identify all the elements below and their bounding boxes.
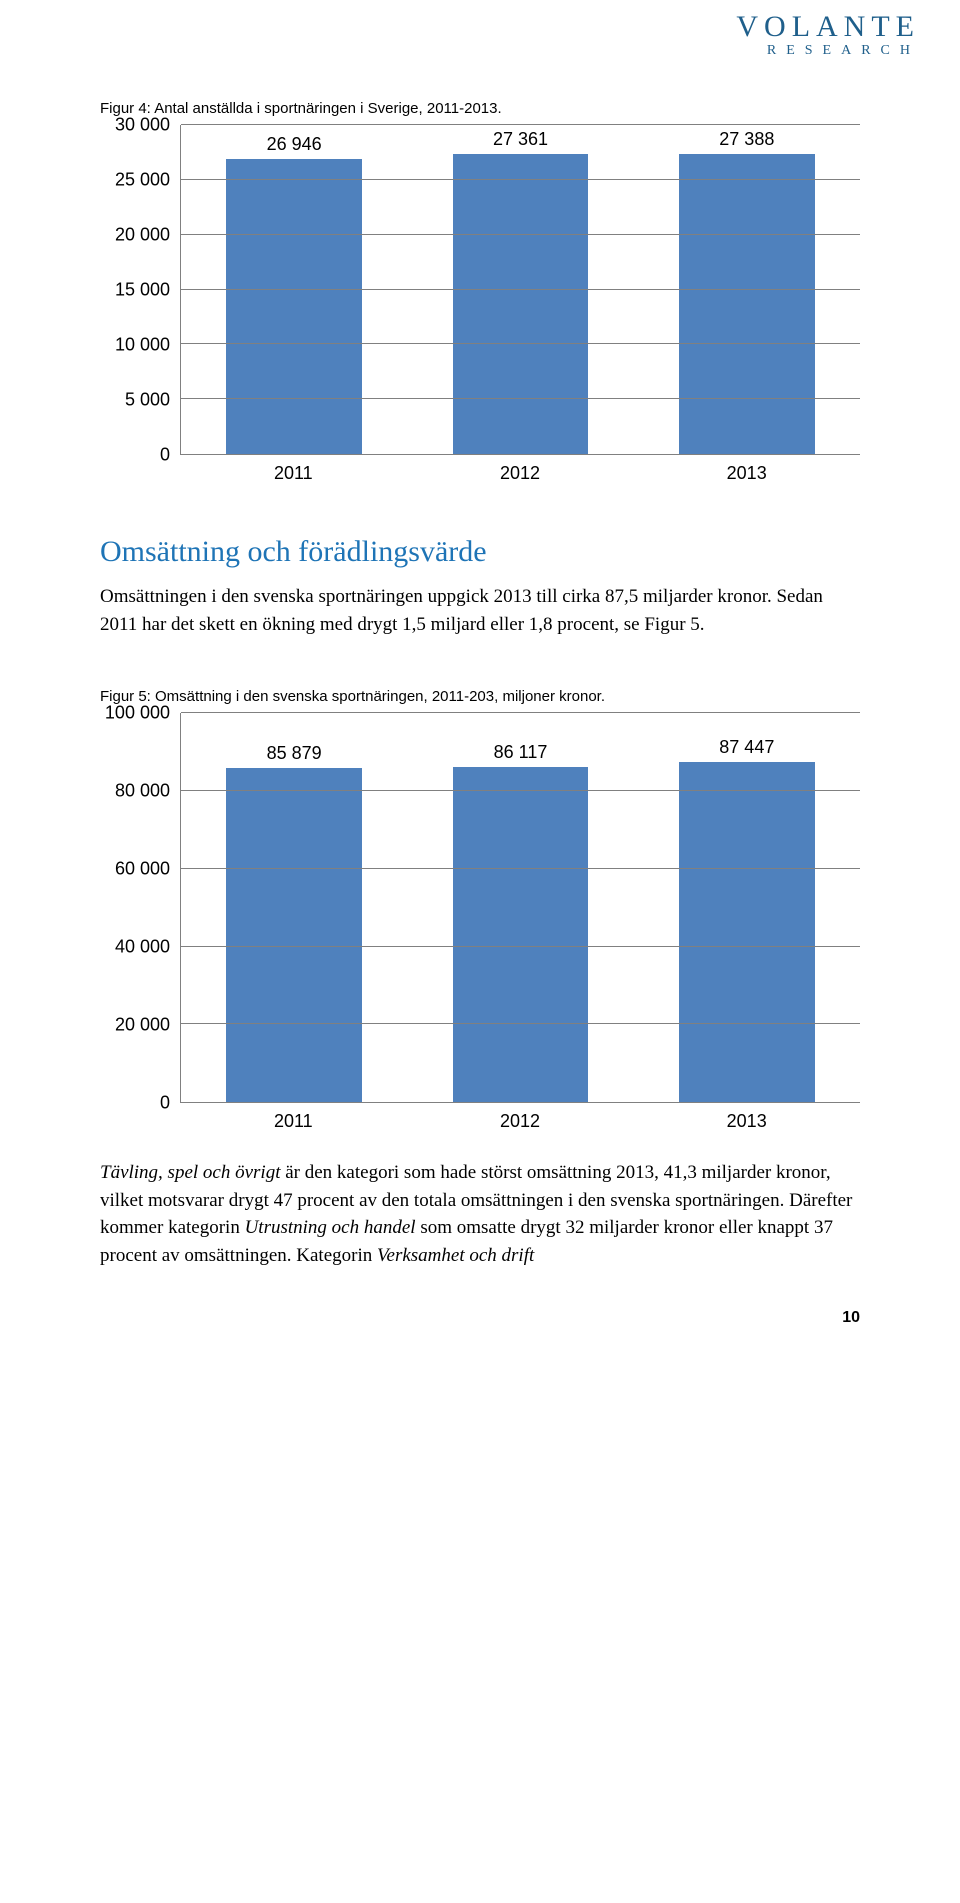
gridline (181, 868, 860, 869)
bar (226, 768, 362, 1102)
figure5-caption: Figur 5: Omsättning i den svenska sportn… (100, 688, 860, 705)
paragraph-2: Tävling, spel och övrigt är den kategori… (100, 1159, 860, 1269)
bar (679, 762, 815, 1102)
bar-value-label: 85 879 (181, 743, 407, 764)
bar-value-label: 27 361 (407, 129, 633, 150)
section-heading: Omsättning och förädlingsvärde (100, 535, 860, 569)
p2-italic-3: Verksamhet och drift (377, 1245, 534, 1266)
y-tick-label: 5 000 (100, 390, 170, 411)
bar-slot: 85 879 (181, 713, 407, 1102)
bar-slot: 87 447 (634, 713, 860, 1102)
x-tick-label: 2012 (407, 1107, 634, 1133)
y-tick-label: 0 (100, 1093, 170, 1114)
gridline (181, 179, 860, 180)
bar-value-label: 87 447 (634, 737, 860, 758)
bar-value-label: 86 117 (407, 742, 633, 763)
x-tick-label: 2013 (633, 459, 860, 485)
bar-slot: 27 388 (634, 125, 860, 454)
bar (453, 154, 589, 454)
y-tick-label: 10 000 (100, 335, 170, 356)
x-tick-label: 2011 (180, 459, 407, 485)
figure4-chart: 05 00010 00015 00020 00025 00030 000 26 … (100, 125, 860, 485)
bar-value-label: 26 946 (181, 134, 407, 155)
bar (226, 159, 362, 455)
gridline (181, 712, 860, 713)
brand-logo: VOLANTE RESEARCH (736, 12, 920, 58)
bar-value-label: 27 388 (634, 129, 860, 150)
figure4-caption: Figur 4: Antal anställda i sportnäringen… (100, 100, 860, 117)
y-tick-label: 60 000 (100, 859, 170, 880)
bar-slot: 27 361 (407, 125, 633, 454)
logo-brand: VOLANTE (736, 12, 920, 42)
bar (453, 767, 589, 1102)
gridline (181, 790, 860, 791)
gridline (181, 398, 860, 399)
gridline (181, 234, 860, 235)
x-tick-label: 2011 (180, 1107, 407, 1133)
gridline (181, 1023, 860, 1024)
p2-italic-2: Utrustning och handel (245, 1217, 416, 1238)
y-tick-label: 0 (100, 445, 170, 466)
gridline (181, 946, 860, 947)
y-tick-label: 20 000 (100, 225, 170, 246)
bar (679, 154, 815, 454)
logo-sub: RESEARCH (736, 44, 920, 58)
y-tick-label: 30 000 (100, 115, 170, 136)
bar-slot: 86 117 (407, 713, 633, 1102)
gridline (181, 343, 860, 344)
y-tick-label: 25 000 (100, 170, 170, 191)
page-number: 10 (100, 1309, 860, 1327)
y-tick-label: 20 000 (100, 1015, 170, 1036)
p2-italic-1: Tävling, spel och övrigt (100, 1162, 280, 1183)
gridline (181, 289, 860, 290)
figure5-chart: 020 00040 00060 00080 000100 000 85 8798… (100, 713, 860, 1133)
gridline (181, 124, 860, 125)
bar-slot: 26 946 (181, 125, 407, 454)
paragraph-1: Omsättningen i den svenska sportnäringen… (100, 583, 860, 638)
y-tick-label: 15 000 (100, 280, 170, 301)
x-tick-label: 2013 (633, 1107, 860, 1133)
y-tick-label: 100 000 (100, 703, 170, 724)
y-tick-label: 80 000 (100, 781, 170, 802)
x-tick-label: 2012 (407, 459, 634, 485)
y-tick-label: 40 000 (100, 937, 170, 958)
